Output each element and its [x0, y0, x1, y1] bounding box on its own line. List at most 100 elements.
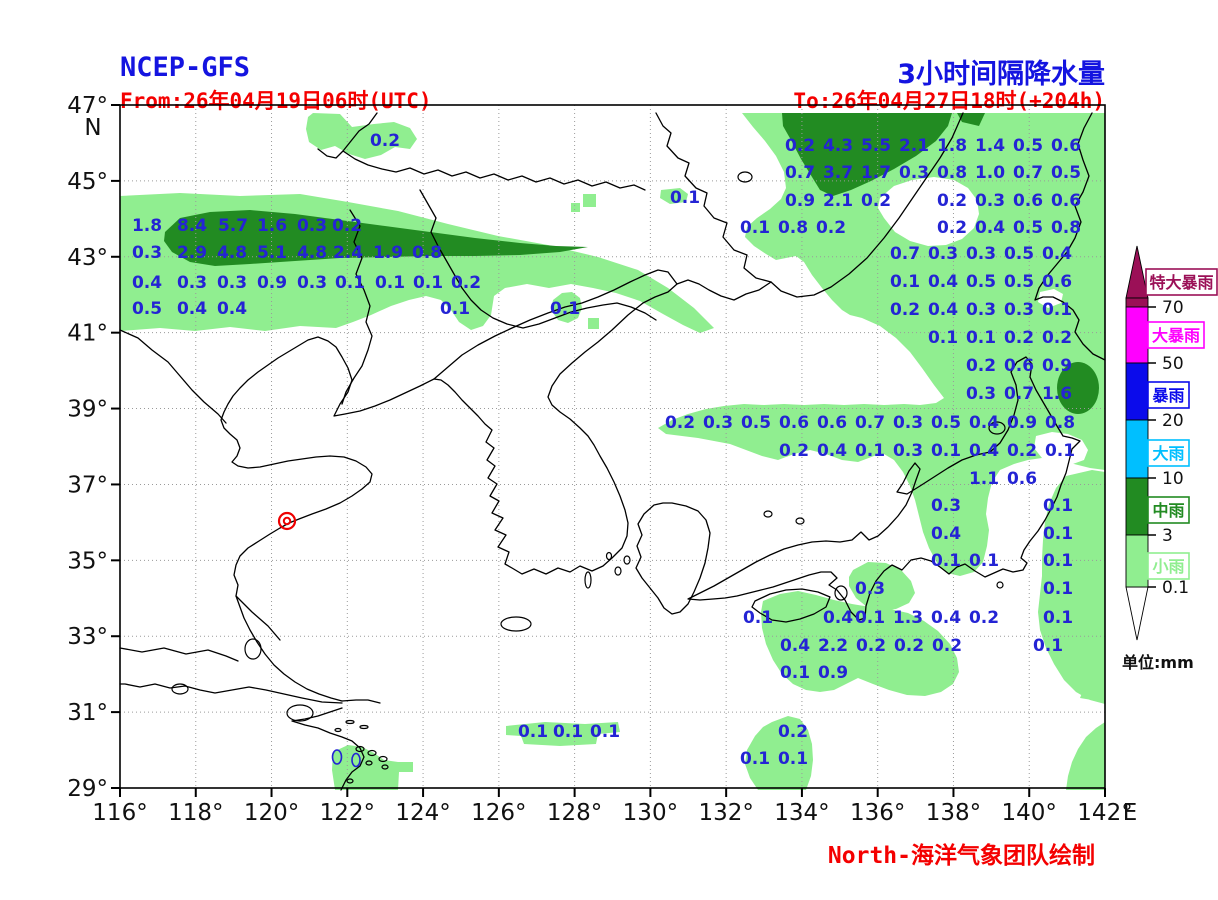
legend-threshold-label: 70 — [1162, 298, 1184, 318]
lon-tick-label: 130° — [623, 800, 678, 826]
legend-category-box — [1147, 496, 1190, 524]
lon-tick-label: 128° — [547, 800, 602, 826]
precip-value: 0.1 — [375, 273, 405, 293]
lat-tick-label: 43° — [67, 245, 108, 271]
legend-threshold-label: 50 — [1162, 354, 1184, 374]
precip-value: 5.7 — [218, 216, 248, 236]
coastline — [119, 329, 227, 424]
precip-value: 0.6 — [1004, 356, 1034, 376]
precip-value: 0.4 — [177, 299, 207, 319]
coastline — [1034, 112, 1106, 361]
precip-value: 0.1 — [778, 749, 808, 769]
lon-tick-label: 140° — [1002, 800, 1057, 826]
coastline — [119, 647, 239, 662]
precip-value: 1.8 — [132, 216, 162, 236]
forecast-from-time: From:26年04月19日06时(UTC) — [120, 89, 432, 113]
precip-value: 0.6 — [1042, 272, 1072, 292]
precip-value: 0.2 — [861, 191, 891, 211]
precip-value: 0.2 — [937, 218, 967, 238]
precip-value: 0.4 — [928, 300, 958, 320]
precip-value: 0.8 — [937, 163, 967, 183]
lat-tick-label: 31° — [67, 700, 108, 726]
precip-value: 0.5 — [132, 299, 162, 319]
precip-value: 0.1 — [590, 722, 620, 742]
precip-value: 1.3 — [893, 608, 923, 628]
precip-value: 5.1 — [257, 243, 287, 263]
light-rain-area — [506, 722, 620, 746]
legend-color-swat — [1125, 534, 1149, 588]
precip-value: 0.1 — [518, 722, 548, 742]
precip-value: 0.3 — [177, 273, 207, 293]
no-rain-gap — [878, 177, 979, 246]
coastline — [220, 336, 435, 702]
light-rain-area — [761, 591, 959, 696]
forecast-to-time: To:26年04月27日18时(+204h) — [793, 89, 1105, 113]
island-or-lake — [996, 581, 1004, 589]
island-or-lake — [737, 171, 753, 183]
precip-value: 0.7 — [855, 413, 885, 433]
precip-value: 0.7 — [1004, 384, 1034, 404]
island-or-lake — [834, 585, 848, 601]
precip-value: 0.3 — [893, 441, 923, 461]
precip-value: 0.5 — [1004, 244, 1034, 264]
precip-value: 0.2 — [1042, 328, 1072, 348]
coastline — [119, 683, 343, 704]
light-rain-area — [849, 562, 915, 611]
coastline — [655, 112, 772, 283]
precip-value: 0.1 — [413, 273, 443, 293]
island-or-lake — [795, 517, 805, 525]
precip-value: 1.6 — [1042, 384, 1072, 404]
precip-value: 0.2 — [451, 273, 481, 293]
precip-value: 0.1 — [335, 273, 365, 293]
coastline — [687, 356, 1081, 621]
precip-value: 0.3 — [966, 244, 996, 264]
precip-value: 0.1 — [740, 749, 770, 769]
island-or-lake — [500, 616, 532, 632]
precip-value: 0.8 — [1051, 218, 1081, 238]
precip-value: 0.1 — [1043, 579, 1073, 599]
legend-category-label: 大暴雨 — [1152, 326, 1200, 345]
precip-value: 0.4 — [969, 413, 999, 433]
moderate-rain-area — [782, 113, 952, 196]
precip-value: 2.9 — [177, 243, 207, 263]
island-or-lake — [623, 555, 631, 565]
lon-tick-label: 126° — [471, 800, 526, 826]
precip-value: 0.2 — [665, 413, 695, 433]
island-or-lake — [359, 724, 369, 730]
lon-tick-label: 118° — [168, 800, 223, 826]
legend-category-label: 中雨 — [1152, 501, 1184, 520]
legend-threshold-label: 3 — [1162, 526, 1173, 546]
precip-value: 0.1 — [855, 608, 885, 628]
lon-tick-label: 120° — [244, 800, 299, 826]
precip-value: 0.5 — [931, 413, 961, 433]
precip-value: 0.1 — [1043, 524, 1073, 544]
lon-tick-label: 124° — [395, 800, 450, 826]
lat-tick-label: 37° — [67, 472, 108, 498]
precip-value: 4.8 — [217, 243, 247, 263]
light-rain-area — [660, 188, 688, 204]
island-or-lake — [381, 764, 389, 770]
precip-value: 0.6 — [779, 413, 809, 433]
precip-value: 0.3 — [1004, 300, 1034, 320]
island-or-lake — [365, 760, 373, 766]
precip-value: 0.4 — [780, 636, 810, 656]
precip-value: 0.2 — [932, 636, 962, 656]
precip-value: 0.5 — [1004, 272, 1034, 292]
coastline — [419, 189, 657, 329]
legend-category-label: 特大暴雨 — [1149, 273, 1213, 292]
precip-value: 0.2 — [785, 136, 815, 156]
island-or-lake — [367, 749, 377, 757]
precip-value: 0.8 — [778, 218, 808, 238]
precip-value: 2.4 — [333, 243, 363, 263]
legend-threshold-label: 0.1 — [1162, 578, 1189, 598]
legend-color-swat — [1125, 306, 1149, 364]
precip-value: 0.5 — [966, 272, 996, 292]
precip-value: 0.2 — [370, 131, 400, 151]
precip-value: 0.4 — [132, 273, 162, 293]
lat-tick-label: 47° — [67, 93, 108, 119]
credit-text: North-海洋气象团队绘制 — [827, 843, 1095, 869]
precip-value: 0.1 — [740, 218, 770, 238]
coastline — [317, 112, 378, 159]
precip-value: 0.5 — [1013, 136, 1043, 156]
